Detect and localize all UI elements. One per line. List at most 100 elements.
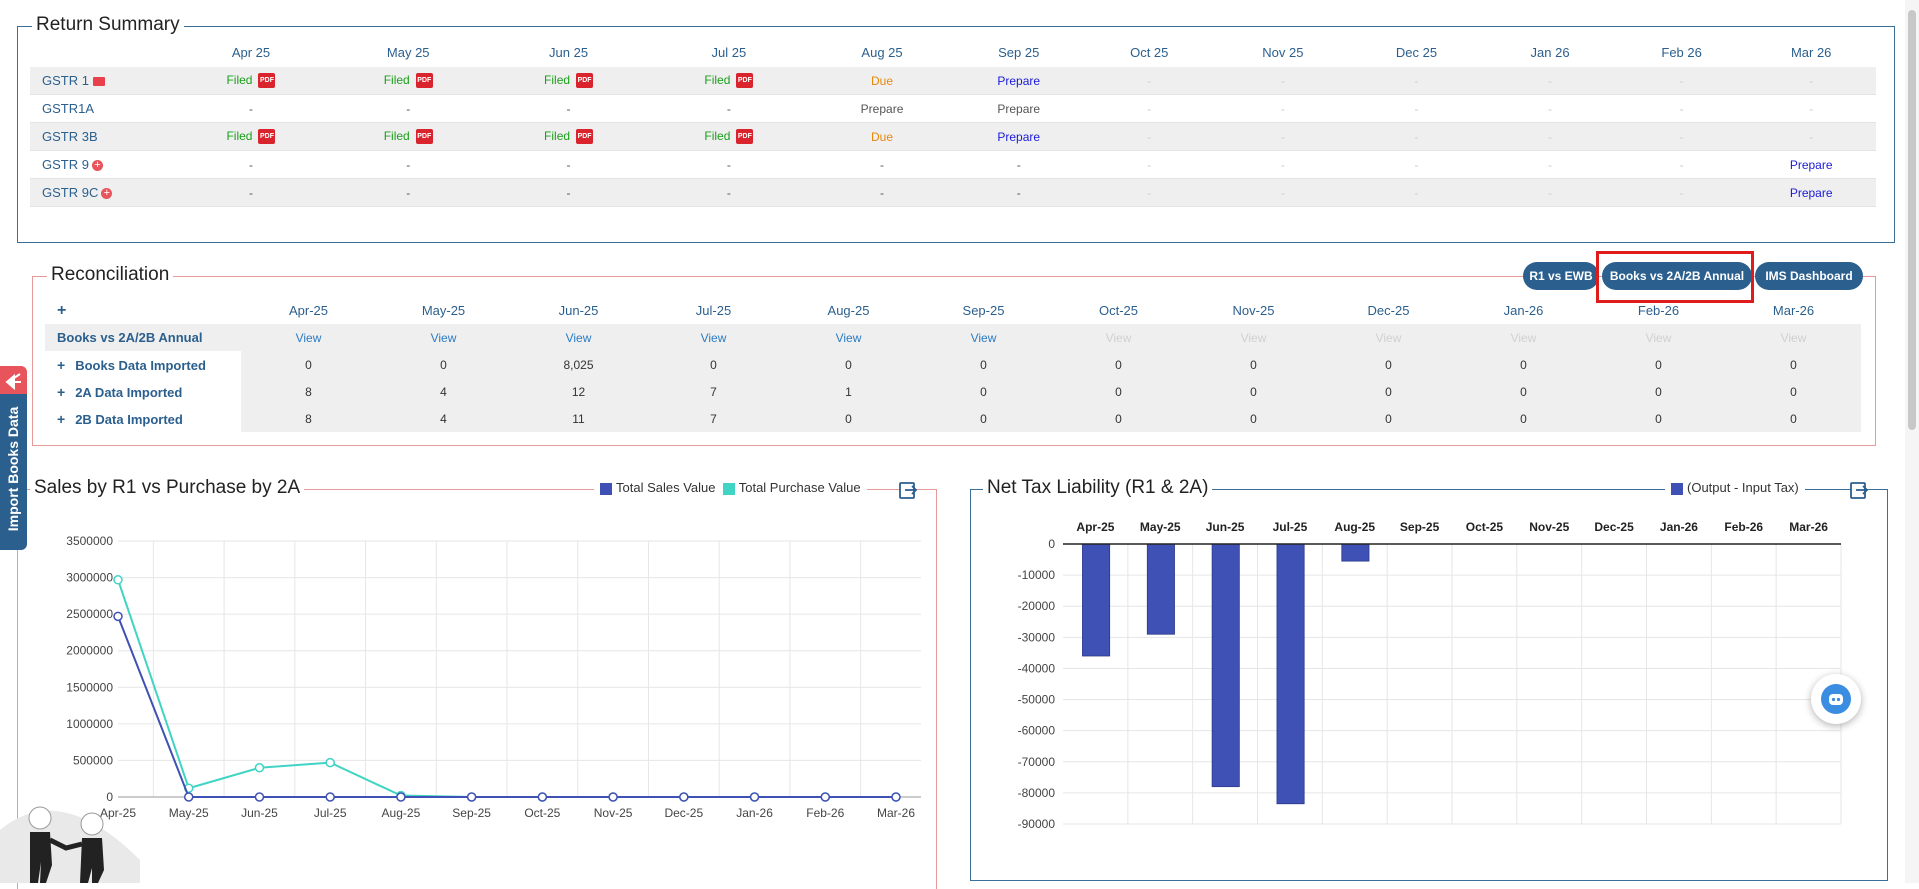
expand-icon[interactable]: + xyxy=(57,383,66,400)
pdf-icon[interactable]: PDF xyxy=(576,129,594,145)
x-tick-label: Nov-25 xyxy=(1529,520,1569,534)
status-cell: - xyxy=(955,178,1083,207)
return-name[interactable]: GSTR 1 xyxy=(42,73,89,88)
bar[interactable] xyxy=(1341,543,1370,562)
count-cell: 0 xyxy=(1456,351,1591,378)
data-point[interactable] xyxy=(325,757,335,768)
view-link[interactable]: View xyxy=(781,324,916,351)
pdf-icon[interactable]: PDF xyxy=(415,73,433,89)
bar[interactable] xyxy=(1276,543,1305,805)
data-point[interactable] xyxy=(749,792,760,802)
view-link[interactable]: View xyxy=(241,324,376,351)
sales-legend-label[interactable]: Total Sales Value xyxy=(616,480,716,495)
plus-circle-icon[interactable]: + xyxy=(91,160,103,172)
data-point[interactable] xyxy=(254,762,265,773)
pdf-icon[interactable]: PDF xyxy=(736,129,754,145)
return-row-label[interactable]: GSTR 1 xyxy=(30,67,174,95)
count-cell: 0 xyxy=(1051,351,1186,378)
bar[interactable] xyxy=(1146,543,1175,635)
return-name[interactable]: GSTR1A xyxy=(42,101,95,116)
data-point[interactable] xyxy=(113,611,123,622)
data-point[interactable] xyxy=(891,792,901,802)
purchase-legend-label[interactable]: Total Purchase Value xyxy=(738,480,861,495)
status-cell: - xyxy=(488,150,649,179)
x-tick-label: Aug-25 xyxy=(1334,520,1375,534)
r1-vs-ewb-button[interactable]: R1 vs EWB xyxy=(1523,262,1599,290)
scrollbar-thumb[interactable] xyxy=(1908,10,1916,430)
status-text: - xyxy=(1147,101,1152,116)
month-header: Nov 25 xyxy=(1262,44,1304,60)
prepare-link[interactable]: Prepare xyxy=(1789,157,1833,172)
books-vs-2a2b-annual-button[interactable]: Books vs 2A/2B Annual xyxy=(1602,262,1752,290)
data-point[interactable] xyxy=(466,792,477,802)
prepare-link[interactable]: Prepare xyxy=(997,101,1041,116)
status-text: - xyxy=(1414,129,1419,144)
count-cell: 0 xyxy=(781,351,916,378)
data-point[interactable] xyxy=(113,575,123,585)
pdf-icon[interactable]: PDF xyxy=(258,129,276,145)
status-text: - xyxy=(1809,101,1814,116)
status-text: - xyxy=(1548,157,1553,172)
expand-icon[interactable]: + xyxy=(57,356,66,373)
status-text: - xyxy=(1280,185,1285,200)
status-text: - xyxy=(1679,185,1684,200)
status-text: - xyxy=(1147,129,1152,144)
ims-dashboard-button[interactable]: IMS Dashboard xyxy=(1755,262,1863,290)
filed-status: Filed xyxy=(383,128,410,143)
return-row-label[interactable]: GSTR1A xyxy=(30,94,174,123)
status-cell: - xyxy=(1082,150,1217,179)
data-point[interactable] xyxy=(820,792,831,802)
view-link[interactable]: View xyxy=(511,324,646,351)
view-link[interactable]: View xyxy=(646,324,781,351)
bar[interactable] xyxy=(1082,543,1111,657)
view-link[interactable]: View xyxy=(916,324,1051,351)
return-row-label[interactable]: GSTR 9C + xyxy=(30,178,174,207)
return-name[interactable]: GSTR 9C xyxy=(42,185,99,200)
page-scrollbar[interactable] xyxy=(1905,0,1919,883)
sales-chart-title: Sales by R1 vs Purchase by 2A xyxy=(30,477,305,499)
data-point[interactable] xyxy=(396,792,406,802)
data-point[interactable] xyxy=(679,792,689,802)
data-point[interactable] xyxy=(325,792,335,802)
bar[interactable] xyxy=(1211,543,1240,788)
prepare-link[interactable]: Prepare xyxy=(860,101,904,116)
status-text: - xyxy=(1280,157,1285,172)
return-name[interactable]: GSTR 3B xyxy=(42,129,98,144)
y-tick-label: 1000000 xyxy=(66,717,113,731)
pdf-icon[interactable]: PDF xyxy=(576,73,594,89)
data-point[interactable] xyxy=(254,792,265,802)
export-icon[interactable] xyxy=(1849,480,1869,500)
status-text: - xyxy=(1679,157,1684,172)
pdf-icon[interactable]: PDF xyxy=(258,73,276,89)
data-point[interactable] xyxy=(608,792,618,802)
import-books-data-tab[interactable]: Import Books Data xyxy=(0,366,27,550)
prepare-link[interactable]: Prepare xyxy=(1789,185,1833,200)
data-point[interactable] xyxy=(183,792,194,802)
return-row-label[interactable]: GSTR 3B xyxy=(30,122,174,151)
reconciliation-row-label[interactable]: + Books Data Imported xyxy=(45,351,241,378)
tax-legend-label[interactable]: (Output - Input Tax) xyxy=(1687,480,1799,495)
status-text: - xyxy=(1280,101,1285,116)
month-header: Feb 26 xyxy=(1661,44,1702,60)
prepare-link[interactable]: Prepare xyxy=(997,129,1041,144)
pdf-icon[interactable]: PDF xyxy=(736,73,754,89)
expand-icon[interactable]: + xyxy=(57,410,66,427)
chatbot-button[interactable] xyxy=(1811,674,1861,724)
status-cell: - xyxy=(648,94,810,123)
reconciliation-row-label[interactable]: +2A Data Imported xyxy=(45,378,241,405)
reconciliation-row-label[interactable]: +2B Data Imported xyxy=(45,405,241,432)
return-name[interactable]: GSTR 9 xyxy=(42,157,89,172)
prepare-link[interactable]: Prepare xyxy=(997,73,1041,88)
month-header: Jan-26 xyxy=(1503,303,1544,318)
y-tick-label: -20000 xyxy=(1018,599,1056,613)
view-link[interactable]: View xyxy=(376,324,511,351)
data-point[interactable] xyxy=(537,792,548,802)
pdf-icon[interactable]: PDF xyxy=(415,129,433,145)
return-row-label[interactable]: GSTR 9 + xyxy=(30,150,174,179)
export-icon[interactable] xyxy=(898,480,918,500)
plus-circle-icon[interactable]: + xyxy=(101,188,113,200)
mail-icon[interactable] xyxy=(92,77,105,87)
import-books-data-label: Import Books Data xyxy=(5,406,21,532)
expand-all-button[interactable]: + xyxy=(57,301,67,319)
status-cell: - xyxy=(488,178,649,207)
